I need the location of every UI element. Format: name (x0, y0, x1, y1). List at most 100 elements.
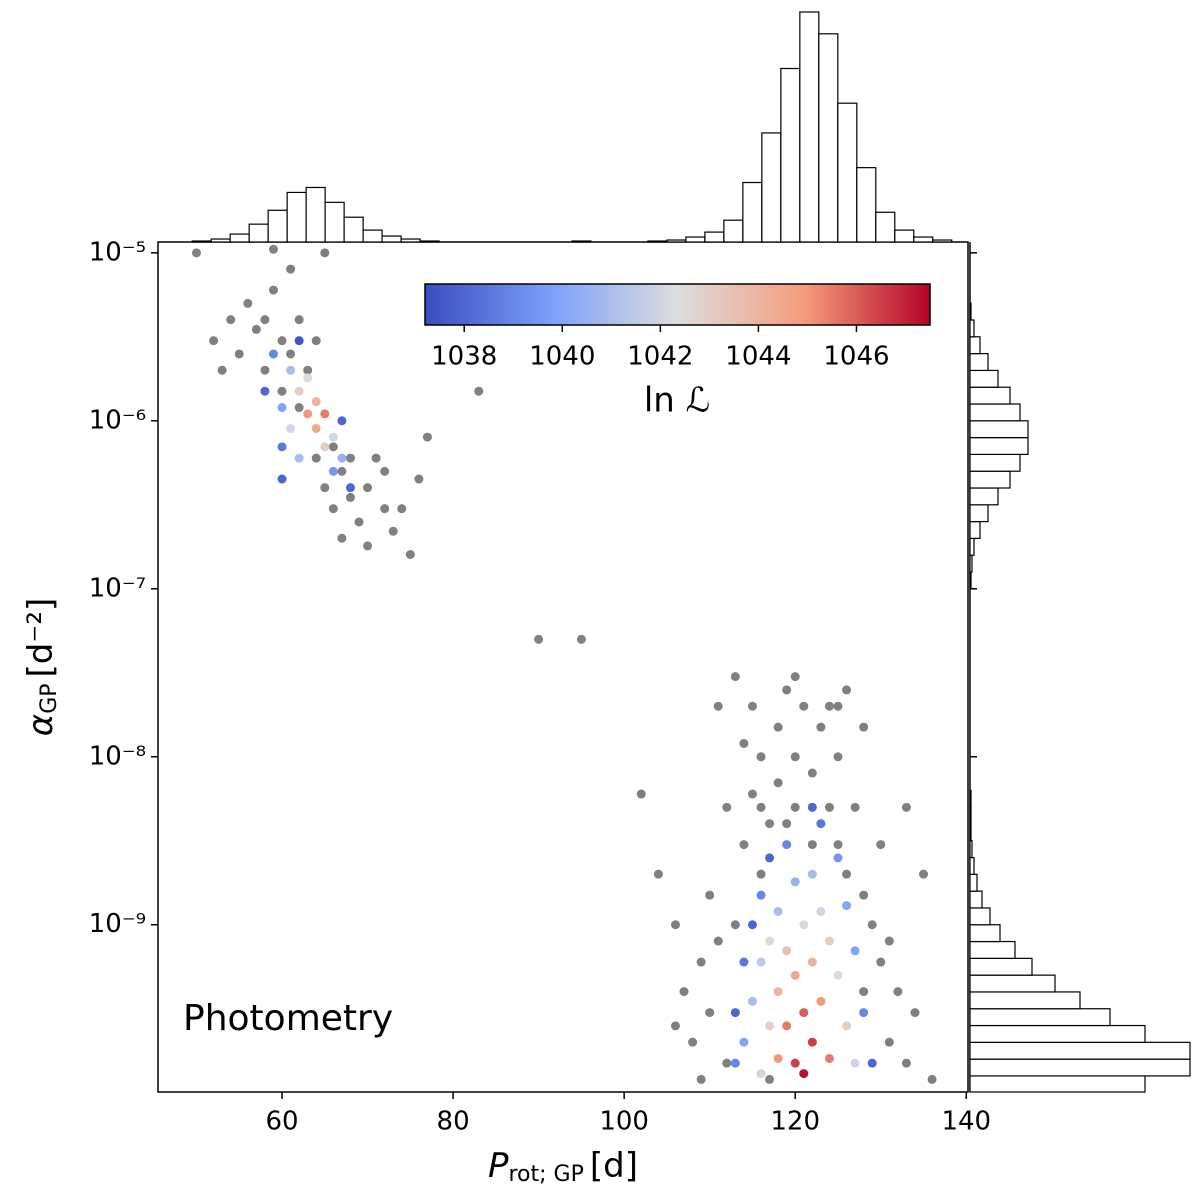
colorbar-tick-label: 1042 (627, 342, 693, 372)
gray-point (807, 768, 817, 778)
gray-point (576, 634, 586, 644)
colored-point (320, 409, 330, 419)
colorbar-tick-label: 1046 (823, 342, 889, 372)
x-hist-bar (856, 167, 877, 243)
colored-point (277, 474, 287, 484)
gray-point (910, 1008, 920, 1018)
gray-point (380, 466, 390, 476)
gray-point (850, 802, 860, 812)
y-hist-bar (969, 336, 981, 355)
colored-point (790, 877, 800, 887)
x-hist-bar (932, 239, 953, 243)
gray-point (337, 533, 347, 543)
colored-point (303, 409, 313, 419)
colored-point (286, 423, 296, 433)
colored-point (816, 819, 826, 829)
gray-point (799, 701, 809, 711)
gray-point (696, 957, 706, 967)
x-hist-bar (799, 11, 820, 243)
gray-point (414, 474, 424, 484)
colored-point (842, 1021, 852, 1031)
gray-point (833, 701, 843, 711)
y-hist-bar (969, 386, 1011, 405)
colored-point (260, 386, 270, 396)
colored-point (747, 920, 757, 930)
gray-point (730, 672, 740, 682)
gray-point (859, 722, 869, 732)
gray-point (397, 504, 407, 514)
y-hist-bar (969, 1024, 1146, 1043)
gray-point (688, 1037, 698, 1047)
axes-frame (157, 241, 969, 1093)
gray-point (405, 549, 415, 559)
gray-point (790, 672, 800, 682)
y-hist-bar (969, 369, 999, 388)
y-label-sub: GP (37, 683, 62, 713)
y-tick-label: 10⁻⁵ (89, 237, 146, 267)
gray-point (756, 752, 766, 762)
colored-point (833, 853, 843, 863)
colored-point (782, 1021, 792, 1031)
colorbar-label: ln ℒ (644, 381, 710, 421)
y-hist-bar (969, 571, 972, 590)
gray-point (191, 248, 201, 258)
gray-point (294, 315, 304, 325)
x-hist-bar (780, 67, 801, 243)
gray-point (670, 920, 680, 930)
gray-point (363, 541, 373, 551)
colored-point (286, 365, 296, 375)
colored-point (294, 336, 304, 346)
gray-point (277, 386, 287, 396)
gray-point (268, 244, 278, 254)
x-hist-bar (343, 216, 364, 243)
gray-point (277, 336, 287, 346)
colored-point (799, 920, 809, 930)
colored-point (756, 890, 766, 900)
y-hist-bar (969, 974, 1056, 993)
gray-point (705, 890, 715, 900)
y-hist-bar (969, 924, 1001, 943)
colored-point (756, 1069, 766, 1079)
colored-point (765, 936, 775, 946)
gray-point (354, 517, 364, 527)
gray-point (722, 1058, 732, 1068)
gray-point (867, 920, 877, 930)
gray-point (842, 685, 852, 695)
x-axis-label: Prot; GP [d] (488, 1146, 638, 1188)
colored-point (807, 802, 817, 812)
colored-point (739, 957, 749, 967)
gray-point (251, 324, 261, 334)
y-hist-bar (969, 1058, 1191, 1077)
x-hist-bar (210, 238, 231, 243)
x-hist-bar (894, 229, 915, 243)
y-hist-bar (969, 353, 989, 372)
x-label-sub: rot; GP (509, 1162, 584, 1187)
colored-point (816, 996, 826, 1006)
x-hist-bar (818, 33, 839, 243)
x-tick-label: 140 (941, 1107, 991, 1137)
gray-point (696, 1074, 706, 1084)
gray-point (337, 466, 347, 476)
gray-point (286, 264, 296, 274)
gray-point (226, 315, 236, 325)
y-hist-bar (969, 520, 981, 540)
gray-point (790, 752, 800, 762)
y-hist-bar (969, 806, 972, 825)
gray-point (807, 840, 817, 850)
y-hist-bar (969, 957, 1033, 976)
y-hist-bar (969, 504, 989, 523)
colored-point (294, 453, 304, 463)
x-tick-label: 80 (437, 1107, 470, 1137)
colored-point (842, 901, 852, 911)
y-hist-bar (969, 840, 973, 859)
gray-point (782, 685, 792, 695)
x-tick-label: 120 (770, 1107, 820, 1137)
gray-point (380, 504, 390, 514)
gray-point (833, 752, 843, 762)
colorbar-tick-label: 1040 (529, 342, 595, 372)
gray-point (816, 722, 826, 732)
gray-point (294, 403, 304, 413)
colored-point (807, 869, 817, 879)
gray-point (234, 349, 244, 359)
colored-point (824, 936, 834, 946)
